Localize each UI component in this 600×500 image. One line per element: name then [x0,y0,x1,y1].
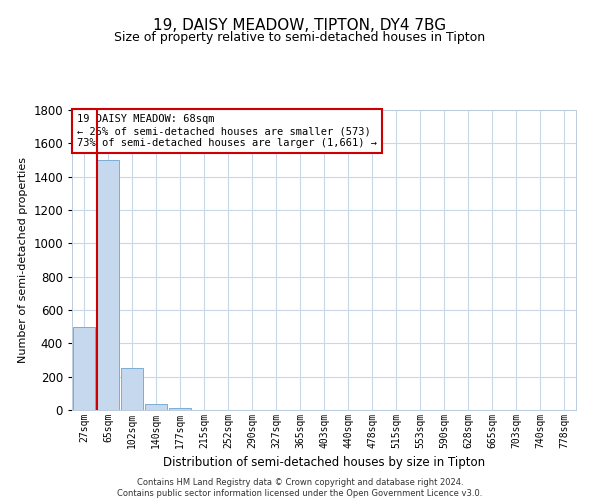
Bar [169,408,191,410]
Bar [121,368,143,410]
Text: 19 DAISY MEADOW: 68sqm
← 25% of semi-detached houses are smaller (573)
73% of se: 19 DAISY MEADOW: 68sqm ← 25% of semi-det… [77,114,377,148]
Bar [145,404,167,410]
Bar [97,160,119,410]
Text: Contains HM Land Registry data © Crown copyright and database right 2024.
Contai: Contains HM Land Registry data © Crown c… [118,478,482,498]
Bar [73,326,95,410]
Text: Size of property relative to semi-detached houses in Tipton: Size of property relative to semi-detach… [115,31,485,44]
Y-axis label: Number of semi-detached properties: Number of semi-detached properties [17,157,28,363]
Text: 19, DAISY MEADOW, TIPTON, DY4 7BG: 19, DAISY MEADOW, TIPTON, DY4 7BG [154,18,446,32]
X-axis label: Distribution of semi-detached houses by size in Tipton: Distribution of semi-detached houses by … [163,456,485,469]
